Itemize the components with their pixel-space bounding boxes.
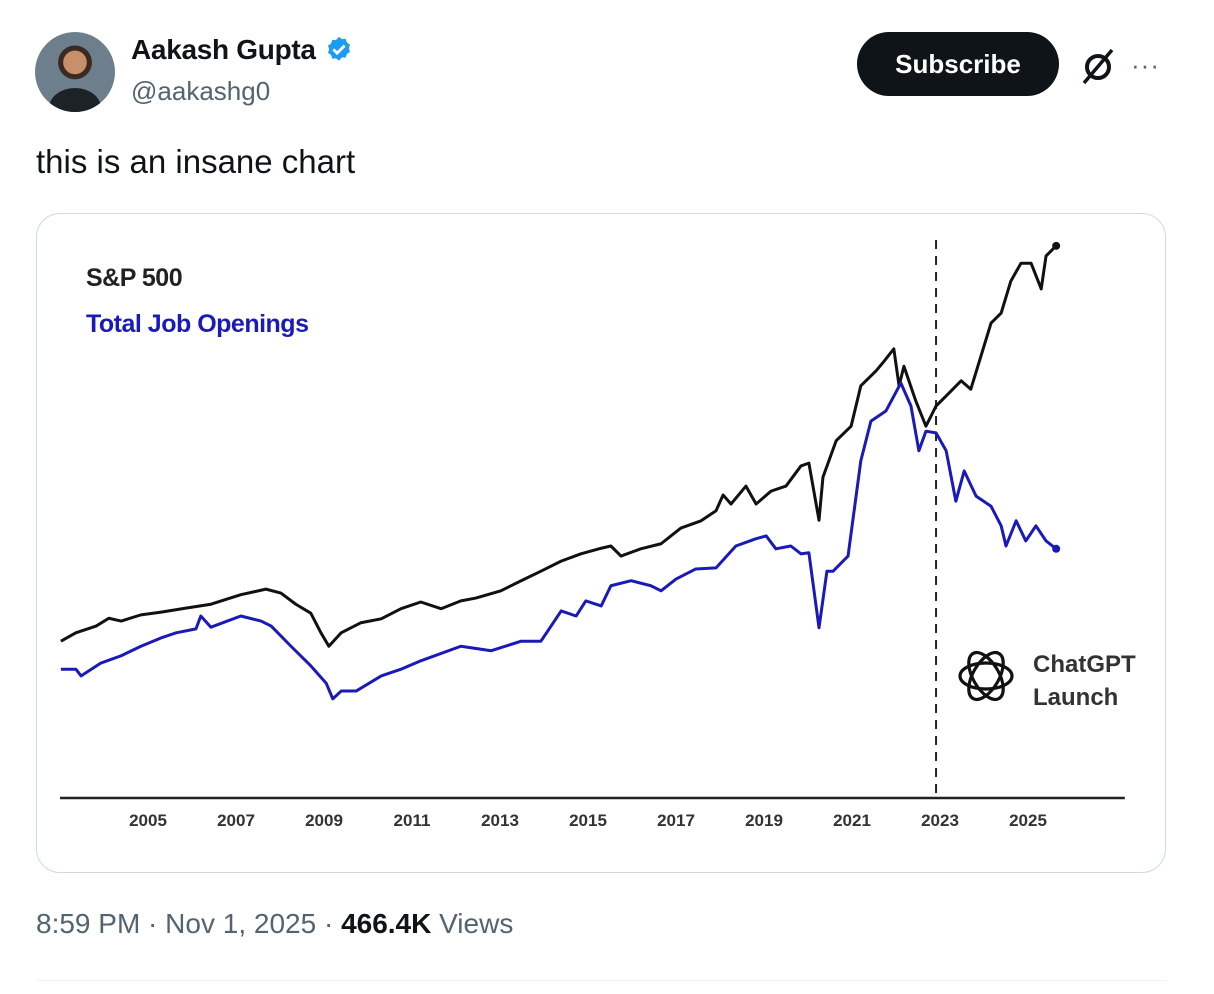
chart-svg: 2005 2007 2009 2011 2013 2015 2017 2019 2021 2023… <box>60 240 1125 830</box>
tweet-date[interactable]: Nov 1, 2025 <box>165 908 317 939</box>
x-tick-label: 2013 <box>481 811 519 830</box>
meta-separator: · <box>140 908 166 939</box>
x-tick-label: 2015 <box>569 811 607 830</box>
x-tick-label: 2019 <box>745 811 783 830</box>
views-label: Views <box>439 908 514 939</box>
more-options-button[interactable]: ··· <box>1131 50 1160 80</box>
tweet-meta: 8:59 PM · Nov 1, 2025 · 466.4K Views <box>36 908 513 940</box>
annotation-line2: Launch <box>1033 684 1119 711</box>
chatgpt-launch-annotation: ChatGPT Launch <box>1033 648 1136 714</box>
author-handle[interactable]: @aakashg0 <box>131 76 271 106</box>
openai-logo-icon <box>958 650 1014 702</box>
chart-image[interactable]: 2005 2007 2009 2011 2013 2015 2017 2019 2021 2023… <box>36 213 1166 873</box>
legend-job-openings: Total Job Openings <box>86 310 309 338</box>
x-tick-label: 2021 <box>833 811 871 830</box>
job-openings-endpoint <box>1052 544 1061 553</box>
author-name[interactable]: Aakash Gupta <box>131 34 354 66</box>
job-openings-line <box>60 381 1058 701</box>
legend-sp500: S&P 500 <box>86 264 183 292</box>
author-name-text[interactable]: Aakash Gupta <box>131 34 316 65</box>
views-count: 466.4K <box>341 908 432 939</box>
tweet-time[interactable]: 8:59 PM <box>36 908 141 939</box>
x-tick-label: 2007 <box>217 811 255 830</box>
sp500-line <box>60 244 1058 648</box>
x-tick-label: 2017 <box>657 811 695 830</box>
sp500-endpoint <box>1052 241 1061 250</box>
x-tick-label: 2009 <box>305 811 343 830</box>
x-tick-label: 2011 <box>394 811 431 830</box>
x-tick-label: 2025 <box>1009 811 1047 830</box>
verified-badge-icon <box>327 36 350 61</box>
avatar[interactable] <box>35 32 115 112</box>
grok-icon[interactable] <box>1079 46 1117 86</box>
meta-separator-2: · <box>316 908 342 939</box>
x-tick-label: 2005 <box>129 811 167 830</box>
tweet-text: this is an insane chart <box>36 143 356 180</box>
subscribe-button[interactable]: Subscribe <box>857 32 1059 96</box>
x-tick-label: 2023 <box>921 811 959 830</box>
divider <box>36 980 1166 981</box>
annotation-line1: ChatGPT <box>1033 651 1136 678</box>
